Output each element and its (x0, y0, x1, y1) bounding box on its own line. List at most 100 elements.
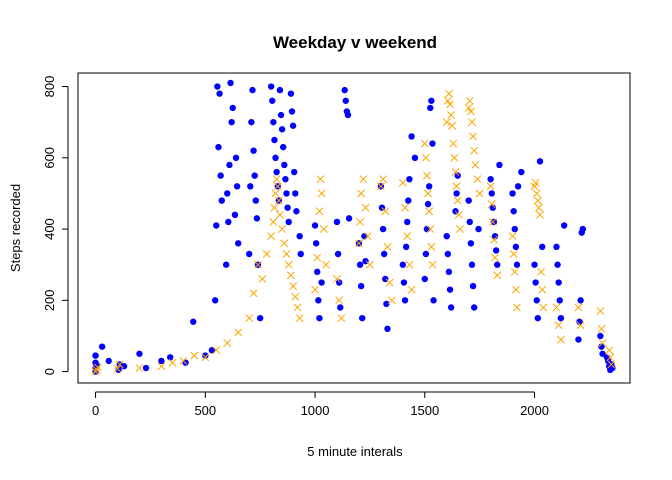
data-point-series-0-54 (276, 86, 284, 94)
data-point-series-1-100 (508, 232, 517, 241)
data-point-series-0-64 (288, 108, 296, 115)
data-point-series-0-156 (556, 297, 563, 304)
data-point-series-1-76 (447, 111, 456, 119)
data-point-series-0-69 (296, 232, 303, 240)
data-point-series-0-149 (533, 297, 540, 304)
data-point-series-1-41 (319, 225, 328, 234)
data-point-series-1-87 (466, 107, 475, 116)
data-point-series-1-3 (113, 364, 122, 373)
data-point-series-1-25 (274, 196, 283, 205)
data-point-series-1-32 (289, 282, 298, 291)
data-point-series-1-104 (513, 303, 521, 312)
data-point-series-0-136 (491, 232, 499, 240)
data-point-series-1-59 (398, 178, 407, 187)
data-point-series-1-46 (354, 239, 363, 248)
data-point-series-0-124 (454, 172, 461, 179)
data-point-series-1-73 (443, 96, 452, 105)
data-point-series-1-91 (471, 160, 480, 169)
data-point-series-0-43 (253, 215, 261, 222)
data-point-series-0-78 (334, 250, 342, 258)
data-point-series-0-34 (233, 183, 241, 190)
data-point-series-0-145 (514, 183, 522, 190)
data-point-series-0-98 (384, 325, 391, 333)
data-point-series-0-20 (214, 83, 221, 90)
data-point-series-1-33 (291, 292, 300, 301)
data-point-series-1-44 (335, 296, 344, 305)
data-point-series-0-119 (445, 268, 453, 276)
data-point-series-1-8 (179, 356, 188, 365)
chart-title: Weekday v weekend (273, 33, 437, 52)
data-point-series-0-59 (282, 175, 289, 183)
data-point-series-1-35 (295, 314, 304, 323)
data-point-series-0-141 (510, 208, 517, 215)
data-point-series-1-114 (552, 303, 561, 312)
data-point-series-0-147 (531, 261, 538, 268)
data-point-series-0-166 (599, 350, 606, 357)
data-point-series-1-28 (280, 239, 289, 248)
data-point-series-1-62 (405, 260, 414, 269)
data-point-series-0-48 (270, 118, 277, 126)
data-point-series-1-71 (428, 260, 437, 269)
data-point-series-0-87 (356, 261, 364, 268)
y-tick-label: 800 (42, 76, 57, 98)
data-point-series-1-123 (606, 353, 615, 362)
data-point-series-0-96 (382, 275, 389, 283)
data-point-series-0-140 (509, 190, 516, 197)
data-point-series-0-160 (576, 318, 583, 325)
data-point-series-0-117 (443, 232, 450, 240)
data-point-series-0-68 (293, 208, 300, 215)
data-point-series-0-101 (401, 297, 409, 304)
data-point-series-1-54 (379, 175, 388, 184)
data-point-series-0-17 (208, 347, 216, 354)
data-point-series-0-63 (287, 90, 295, 97)
data-point-series-0-26 (224, 190, 231, 197)
data-point-series-0-84 (344, 111, 352, 119)
data-point-series-1-63 (407, 285, 416, 294)
data-point-series-1-101 (509, 250, 518, 258)
data-point-series-1-86 (465, 96, 474, 105)
data-point-series-1-38 (315, 207, 324, 216)
data-point-series-1-16 (254, 260, 262, 269)
data-point-series-1-6 (157, 362, 166, 371)
x-tick-label: 2000 (520, 403, 549, 418)
data-point-series-1-27 (278, 225, 287, 234)
data-point-series-0-74 (315, 297, 322, 304)
data-point-series-0-132 (487, 175, 494, 183)
data-point-series-0-115 (429, 140, 436, 147)
data-point-series-1-66 (423, 171, 431, 180)
data-point-series-0-151 (536, 158, 544, 165)
data-point-series-0-165 (598, 343, 605, 350)
data-point-series-0-100 (400, 279, 408, 286)
data-point-series-0-22 (216, 90, 223, 97)
data-point-series-1-93 (475, 189, 484, 198)
data-point-series-0-126 (466, 218, 473, 226)
data-point-series-1-64 (420, 139, 429, 148)
data-point-series-0-127 (467, 240, 475, 247)
x-axis: 0 500 1000 1500 2000 (92, 391, 549, 418)
data-point-series-1-102 (510, 267, 519, 276)
data-point-series-0-32 (231, 211, 239, 219)
data-point-series-1-67 (424, 189, 433, 198)
data-point-series-1-40 (317, 189, 326, 198)
data-point-series-1-124 (607, 360, 616, 369)
data-point-series-1-11 (212, 346, 221, 355)
data-point-series-0-104 (405, 197, 412, 204)
data-point-series-0-133 (488, 190, 495, 197)
data-point-series-0-18 (211, 297, 219, 304)
data-point-series-1-7 (168, 358, 177, 367)
data-point-series-0-72 (312, 240, 320, 247)
data-point-series-0-29 (227, 79, 234, 87)
data-point-series-0-37 (247, 183, 254, 190)
data-point-series-0-114 (428, 97, 435, 104)
data-point-series-0-134 (489, 204, 497, 211)
data-point-series-0-73 (314, 268, 321, 276)
data-point-series-0-51 (273, 168, 280, 176)
x-tick-label: 1000 (301, 403, 330, 418)
data-point-series-0-138 (494, 261, 501, 268)
y-tick-label: 0 (42, 368, 57, 375)
data-point-series-1-68 (425, 207, 434, 216)
data-point-series-0-157 (557, 314, 565, 322)
data-point-series-0-161 (577, 297, 584, 304)
data-point-series-1-69 (426, 225, 435, 234)
data-point-series-1-21 (270, 203, 279, 212)
